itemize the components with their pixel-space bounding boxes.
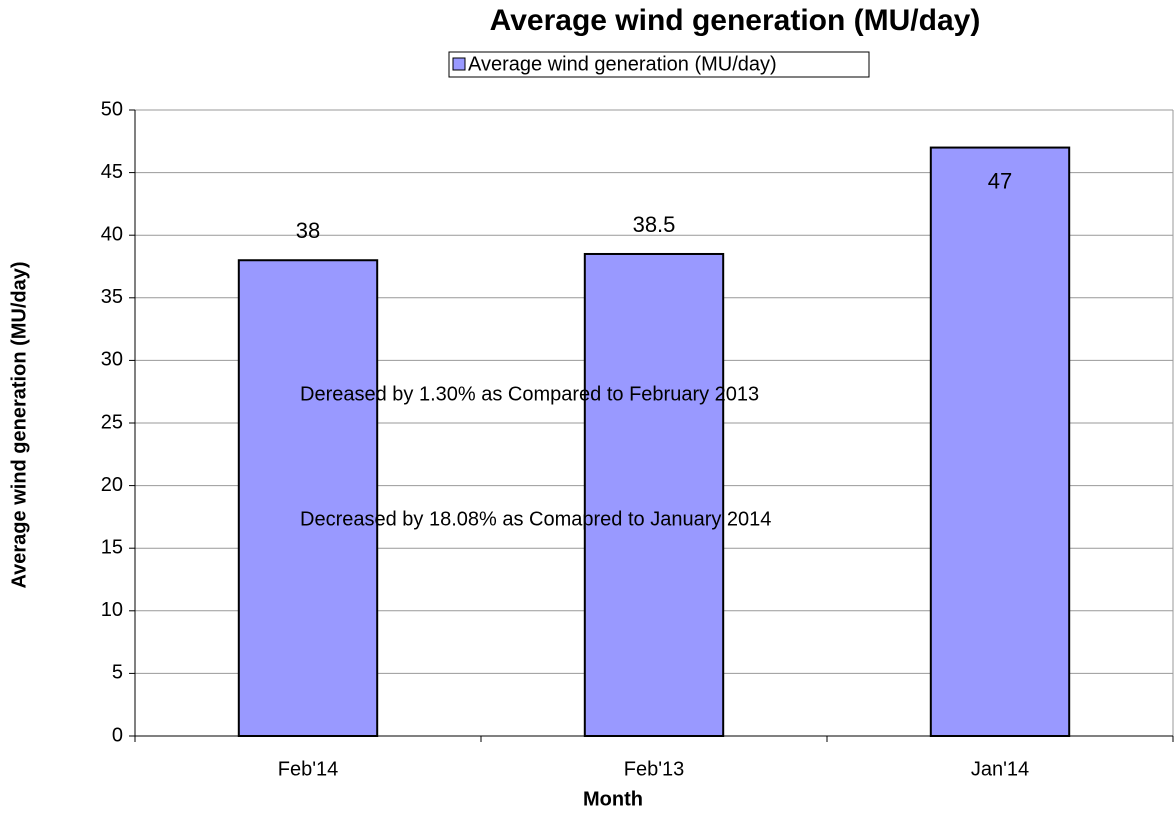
- x-axis-label: Month: [583, 788, 643, 810]
- y-tick-label: 30: [101, 349, 123, 371]
- value-label: 47: [988, 168, 1012, 193]
- bar: [583, 252, 725, 737]
- y-tick-label: 50: [101, 98, 123, 120]
- x-tick-label: Jan'14: [971, 758, 1029, 780]
- y-tick-label: 10: [101, 599, 123, 621]
- y-tick-label: 15: [101, 536, 123, 558]
- y-tick-label: 20: [101, 474, 123, 496]
- value-label: 38: [296, 218, 320, 243]
- y-tick-label: 0: [112, 724, 123, 746]
- annotation: Decreased by 18.08% as Comapred to Janua…: [300, 508, 771, 530]
- annotation: Dereased by 1.30% as Compared to Februar…: [300, 383, 759, 405]
- legend-box: [448, 51, 870, 78]
- bar: [237, 259, 379, 737]
- y-tick-label: 25: [101, 411, 123, 433]
- y-tick-label: 5: [112, 662, 123, 684]
- y-tick-label: 40: [101, 223, 123, 245]
- y-tick-label: 35: [101, 286, 123, 308]
- value-label: 38.5: [633, 212, 676, 237]
- x-tick-label: Feb'14: [278, 758, 339, 780]
- x-tick-label: Feb'13: [624, 758, 685, 780]
- y-tick-label: 45: [101, 161, 123, 183]
- legend-label: Average wind generation (MU/day): [468, 53, 777, 75]
- chart-title: Average wind generation (MU/day): [490, 4, 981, 37]
- y-axis-label: Average wind generation (MU/day): [8, 261, 30, 588]
- bar: [929, 146, 1071, 737]
- legend-swatch: [452, 57, 466, 71]
